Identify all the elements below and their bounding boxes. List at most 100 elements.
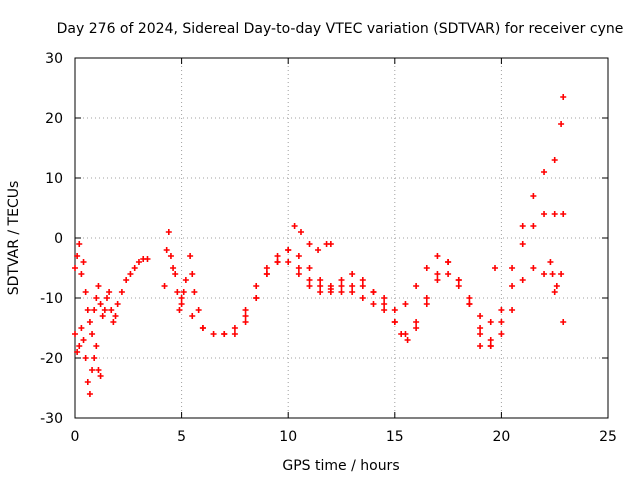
- series-e: [221, 211, 567, 349]
- data-point: [285, 259, 292, 265]
- data-point: [295, 265, 302, 271]
- data-point: [370, 301, 377, 307]
- y-tick-label: 10: [45, 171, 63, 187]
- data-point: [466, 295, 473, 301]
- data-point: [291, 223, 298, 229]
- data-point: [297, 229, 304, 235]
- data-point: [187, 253, 194, 259]
- data-point: [327, 289, 334, 295]
- data-point: [434, 253, 441, 259]
- data-point: [95, 367, 102, 373]
- data-points: [72, 94, 567, 397]
- data-point: [131, 265, 138, 271]
- data-point: [317, 277, 324, 283]
- data-point: [370, 289, 377, 295]
- series-f: [242, 121, 565, 325]
- data-point: [189, 271, 196, 277]
- data-point: [359, 295, 366, 301]
- data-point: [86, 391, 93, 397]
- data-point: [285, 247, 292, 253]
- data-point: [89, 331, 96, 337]
- data-point: [445, 271, 452, 277]
- data-point: [253, 295, 260, 301]
- data-point: [95, 283, 102, 289]
- data-point: [84, 379, 91, 385]
- data-point: [477, 331, 484, 337]
- data-point: [101, 307, 108, 313]
- y-tick-label: -10: [40, 291, 63, 307]
- data-point: [274, 259, 281, 265]
- data-point: [78, 325, 85, 331]
- data-point: [530, 265, 537, 271]
- data-point: [549, 271, 556, 277]
- data-point: [97, 373, 104, 379]
- data-point: [519, 241, 526, 247]
- data-point: [89, 367, 96, 373]
- data-point: [295, 271, 302, 277]
- data-point: [82, 355, 89, 361]
- series-b: [72, 325, 104, 397]
- data-point: [242, 307, 249, 313]
- series-c: [161, 229, 206, 331]
- data-point: [178, 295, 185, 301]
- data-point: [509, 307, 516, 313]
- x-tick-label: 0: [71, 429, 80, 445]
- series-a: [72, 241, 151, 337]
- data-point: [99, 313, 106, 319]
- data-point: [492, 265, 499, 271]
- data-point: [423, 265, 430, 271]
- data-point: [519, 277, 526, 283]
- series-g: [291, 223, 334, 253]
- data-point: [165, 229, 172, 235]
- x-tick-label: 15: [386, 429, 404, 445]
- data-point: [413, 283, 420, 289]
- data-point: [530, 193, 537, 199]
- data-point: [477, 313, 484, 319]
- data-point: [170, 265, 177, 271]
- data-point: [477, 325, 484, 331]
- data-point: [78, 271, 85, 277]
- data-point: [553, 283, 560, 289]
- data-point: [466, 301, 473, 307]
- grid-lines: [75, 58, 608, 418]
- data-point: [413, 319, 420, 325]
- data-point: [423, 301, 430, 307]
- data-point: [381, 307, 388, 313]
- y-tick-label: -20: [40, 351, 63, 367]
- data-point: [93, 295, 100, 301]
- data-point: [295, 253, 302, 259]
- data-point: [349, 283, 356, 289]
- data-point: [306, 277, 313, 283]
- data-point: [551, 289, 558, 295]
- data-point: [189, 313, 196, 319]
- data-point: [91, 307, 98, 313]
- data-point: [560, 94, 567, 100]
- data-point: [498, 319, 505, 325]
- data-point: [349, 271, 356, 277]
- data-point: [547, 259, 554, 265]
- y-axis-label: SDTVAR / TECUs: [6, 181, 22, 296]
- chart-title: Day 276 of 2024, Sidereal Day-to-day VTE…: [57, 21, 624, 37]
- data-point: [498, 307, 505, 313]
- data-point: [74, 349, 81, 355]
- data-point: [455, 283, 462, 289]
- data-point: [93, 343, 100, 349]
- data-point: [110, 319, 117, 325]
- data-point: [242, 313, 249, 319]
- data-point: [349, 289, 356, 295]
- x-tick-label: 25: [599, 429, 617, 445]
- data-point: [391, 307, 398, 313]
- data-point: [84, 307, 91, 313]
- data-point: [317, 283, 324, 289]
- data-point: [558, 121, 565, 127]
- data-point: [359, 277, 366, 283]
- data-point: [541, 211, 548, 217]
- data-point: [176, 307, 183, 313]
- data-point: [413, 325, 420, 331]
- data-point: [519, 223, 526, 229]
- data-point: [108, 307, 115, 313]
- data-point: [182, 277, 189, 283]
- data-point: [338, 283, 345, 289]
- data-point: [327, 241, 334, 247]
- data-point: [210, 331, 217, 337]
